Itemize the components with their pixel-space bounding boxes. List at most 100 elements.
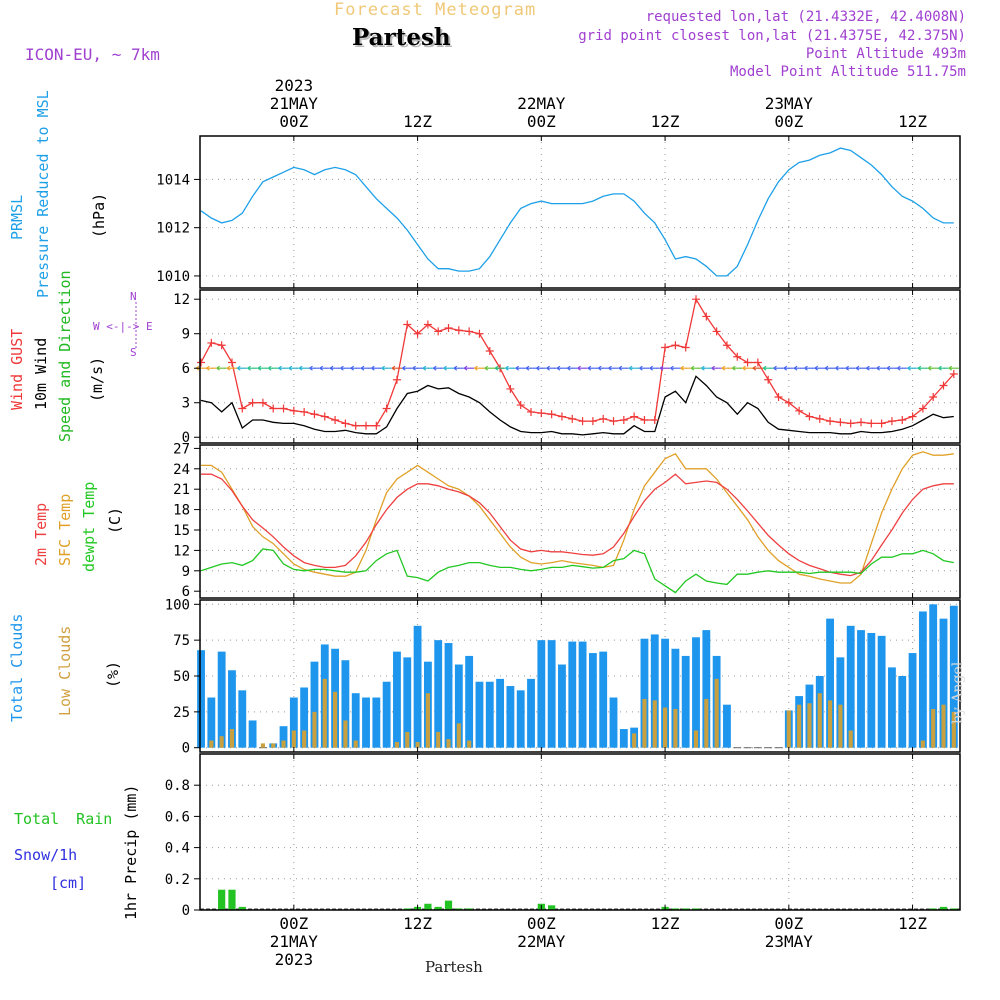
wind-arrow [360,365,372,371]
wind-arrow [278,365,289,371]
wind-unit: (m/s) [88,356,106,402]
wind-arrow [329,365,341,371]
total-cloud-bar [413,625,422,748]
wind-arrow [505,365,516,371]
gust-marker [362,421,371,430]
gust-marker [712,327,721,336]
pressure-series [200,147,954,277]
gust-marker [939,381,948,390]
y-tick-label: 100 [165,597,190,613]
rain-bar [939,906,948,910]
low-cloud-bar [807,703,812,748]
low-cloud-bar [436,731,441,748]
top-time-label-2-0: 22MAY [517,94,566,113]
rain-bar [671,908,679,910]
total-cloud-bar [558,664,566,748]
wind-arrow [896,365,908,371]
total-cloud-bar [454,664,463,748]
pressure-label-prmsl: PRMSL [8,194,26,240]
total-cloud-bar [661,638,669,748]
gust-marker [578,417,587,426]
gust-marker [454,326,463,335]
low-cloud-bar [714,678,719,748]
y-tick-label: 9 [182,564,190,580]
wind-arrow [752,365,763,371]
precip-bars [200,889,960,910]
wind-arrow [216,365,227,371]
low-cloud-bar [209,740,214,748]
wind-arrow [597,365,609,371]
wind-arrow [793,365,805,371]
wind-arrow [731,365,743,371]
credit-watermark: by Angel [950,661,966,724]
gust-marker [671,341,680,350]
low-cloud-bar [229,729,235,748]
gust-marker [217,341,226,350]
wind-arrow [577,365,588,371]
gust-marker [619,415,628,424]
temp-unit: (C) [106,506,124,534]
y-tick-label: 25 [173,705,190,721]
low-cloud-bar [848,730,853,748]
gust-marker [372,421,381,430]
temp-sfc-label: SFC Temp [56,493,74,566]
y-tick-label: 0.6 [165,809,190,825]
wind-arrow [701,365,712,371]
wind-arrow [835,365,846,371]
wind-arrow [546,365,557,371]
gust-marker [300,407,309,416]
total-cloud-bar [248,720,257,748]
wind-arrow [443,365,454,371]
gust-marker [815,414,824,423]
total-cloud-bar [609,697,618,748]
y-tick-label: 0.4 [165,841,190,857]
total-cloud-bar [908,653,917,748]
total-cloud-bar [867,632,876,748]
gust-marker [588,417,597,426]
gust-marker [887,417,896,426]
gust-marker [805,412,814,421]
rain-bar [692,908,700,910]
gust-marker [444,323,453,332]
bottom-time-label-4-1: 23MAY [764,932,813,951]
top-time-label-0-2: 00Z [279,112,309,131]
y-tick-label: 0.8 [165,778,190,794]
y-tick-label: 0.2 [165,872,190,888]
wind-speed-line [200,375,954,436]
gust-marker [413,329,422,338]
total-cloud-bar [898,676,907,748]
location-title: Partesh [352,24,451,51]
wind-arrow [463,365,475,371]
top-time-label-5-0: 12Z [898,112,928,131]
wind-arrow [866,365,877,371]
wind-arrow [319,365,330,371]
low-cloud-bar [394,741,400,748]
low-cloud-bar [353,740,358,748]
bottom-time-label-0-2: 2023 [274,950,314,969]
cloud-bars [197,604,958,749]
gust-marker [392,375,401,384]
y-tick-label: 12 [173,543,190,559]
total-cloud-bar [949,605,958,748]
low-cloud-bar [786,710,791,748]
total-cloud-bar [568,641,577,748]
low-cloud-bar [291,730,296,748]
total-cloud-bar [692,637,700,748]
gust-marker [609,417,618,426]
total-cloud-bar [444,643,453,748]
total-cloud-bar [289,697,298,748]
gust-marker [248,398,257,407]
low-cloud-bar [693,730,699,748]
bottom-time-label-3-0: 12Z [650,914,680,933]
snow-unit-label: [cm] [50,874,87,892]
wind-arrow [721,365,732,371]
y-tick-label: 27 [173,441,190,457]
y-tick-label: 0 [182,903,190,919]
wind-arrow [639,365,650,371]
low-cloud-bar [260,743,265,748]
total-cloud-bar [527,678,535,748]
wind-arrow [855,365,867,371]
rain-bar [682,908,690,910]
panel-frame-pressure [199,135,961,289]
